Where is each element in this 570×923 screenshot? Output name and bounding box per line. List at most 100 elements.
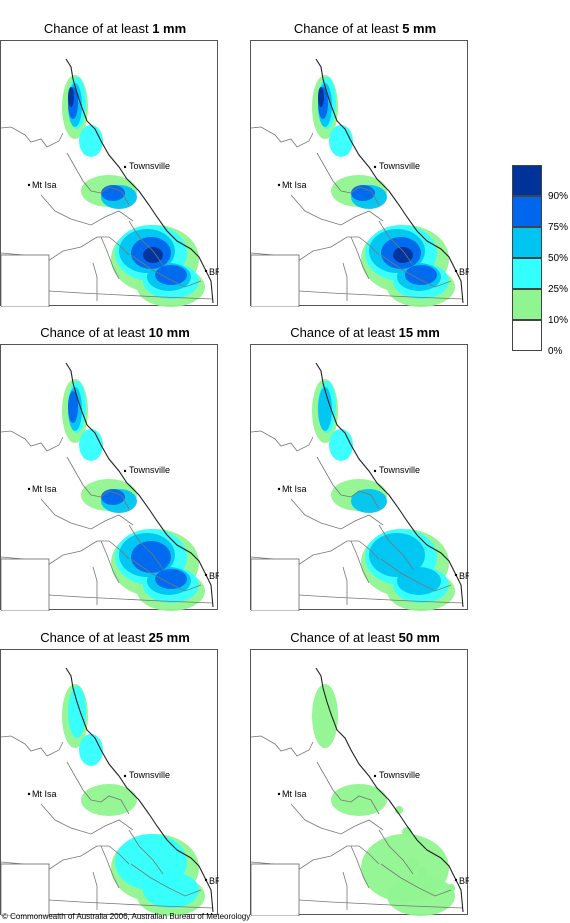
map-50mm: Townsville Mt Isa BRIS: [250, 649, 469, 916]
rain-area-14: [155, 265, 187, 285]
legend-swatch-0-10: [512, 320, 542, 351]
boundary-line-5: [350, 540, 370, 584]
townsville-marker: [373, 165, 377, 169]
coastline: [65, 667, 214, 913]
townsville-label: Townsville: [379, 465, 420, 475]
legend-tick-90: 90%: [548, 191, 569, 202]
rain-area-17: [393, 247, 413, 263]
townsville-marker: [373, 469, 377, 473]
boundary-line-8: [298, 290, 464, 300]
boundary-line-2: [290, 803, 384, 835]
bris-label: BRIS: [459, 267, 469, 277]
boundary-line-6: [378, 524, 414, 570]
townsville-label: Townsville: [129, 465, 170, 475]
rain-spot-4: [425, 884, 437, 896]
rain-probability-areas: [62, 684, 205, 916]
rain-area-5: [79, 734, 103, 766]
panel-title-25mm: Chance of at least 25 mm: [40, 630, 190, 645]
boundary-line-7: [130, 254, 202, 288]
boundary-line-7: [380, 254, 452, 288]
mtisa-label: Mt Isa: [282, 789, 307, 799]
boundary-line-5: [350, 236, 370, 280]
map-canvas: Townsville Mt Isa BRIS: [1, 362, 219, 611]
boundary-line-6: [128, 220, 164, 266]
boundary-line-4: [342, 566, 348, 605]
bris-label: BRIS: [209, 571, 219, 581]
legend-swatch-75-90: [512, 196, 542, 227]
townsville-label: Townsville: [379, 161, 420, 171]
boundary-line-1: [66, 456, 130, 510]
legend-swatch-25-50: [512, 258, 542, 289]
rain-area-7: [143, 872, 199, 908]
townsville-marker: [123, 469, 127, 473]
coastline: [315, 58, 464, 304]
panel-title-50mm: Chance of at least 50 mm: [290, 630, 440, 645]
mtisa-label: Mt Isa: [282, 484, 307, 494]
boundary-line-8: [298, 899, 464, 909]
rain-area-1: [81, 784, 137, 816]
bris-marker: [204, 878, 208, 882]
boundary-line-5: [100, 236, 120, 280]
bris-marker: [454, 878, 458, 882]
townsville-label: Townsville: [129, 161, 170, 171]
rain-area-5: [79, 429, 103, 461]
rain-spot-1: [402, 827, 412, 837]
boundary-line-1: [66, 761, 130, 815]
bris-label: BRIS: [209, 267, 219, 277]
map-15mm: Townsville Mt Isa BRIS: [250, 344, 469, 611]
bris-label: BRIS: [209, 876, 219, 886]
townsville-label: Townsville: [129, 770, 170, 780]
rain-area-14: [405, 265, 437, 285]
rain-spot-5: [447, 884, 455, 892]
legend-swatch-50-75: [512, 227, 542, 258]
boundary-line-0: [251, 430, 314, 452]
townsville-label: Townsville: [379, 770, 420, 780]
bris-label: BRIS: [459, 571, 469, 581]
rain-spot-3: [418, 867, 428, 877]
panel-title-15mm: Chance of at least 15 mm: [290, 325, 440, 340]
bris-marker: [454, 269, 458, 273]
boundary-line-5: [100, 845, 120, 889]
boundary-line-0: [251, 126, 314, 148]
rain-area-13: [131, 541, 171, 573]
map-canvas: Townsville Mt Isa BRIS: [251, 58, 469, 307]
coastline: [65, 58, 214, 304]
rain-area-14: [155, 569, 187, 589]
rain-probability-areas: [62, 379, 205, 611]
coastline: [315, 362, 464, 608]
boundary-line-1: [66, 152, 130, 206]
legend-tick-0: 0%: [548, 346, 563, 357]
rain-area-5: [329, 125, 353, 157]
boundary-line-2: [290, 194, 384, 226]
rain-area-15: [351, 185, 375, 201]
boundary-line-0: [1, 430, 64, 452]
rain-area-3: [387, 876, 455, 916]
mtisa-marker: [27, 183, 31, 187]
mtisa-marker: [277, 487, 281, 491]
rain-probability-areas: [312, 75, 455, 307]
rain-area-15: [101, 185, 125, 201]
rain-area-0: [312, 684, 338, 748]
boundary-line-7: [380, 863, 452, 897]
boundary-line-5: [350, 845, 370, 889]
copyright-notice: © Commonwealth of Australia 2006, Austra…: [2, 912, 251, 921]
rain-area-12: [68, 391, 78, 423]
mtisa-marker: [27, 487, 31, 491]
legend-tick-50: 50%: [548, 253, 569, 264]
boundary-line-2: [40, 498, 134, 530]
bris-marker: [204, 573, 208, 577]
rain-spot-2: [407, 858, 419, 870]
mtisa-marker: [277, 792, 281, 796]
rain-area-16: [318, 87, 324, 107]
rain-probability-areas: [312, 684, 455, 916]
boundary-line-1: [316, 761, 380, 815]
inset-box: [251, 863, 300, 916]
boundary-line-6: [128, 524, 164, 570]
panel-title-1mm: Chance of at least 1 mm: [43, 21, 187, 36]
rain-area-15: [101, 489, 125, 505]
map-canvas: Townsville Mt Isa BRIS: [251, 667, 469, 916]
boundary-line-7: [380, 558, 452, 592]
boundary-line-8: [298, 594, 464, 604]
boundary-line-7: [130, 558, 202, 592]
bris-marker: [204, 269, 208, 273]
